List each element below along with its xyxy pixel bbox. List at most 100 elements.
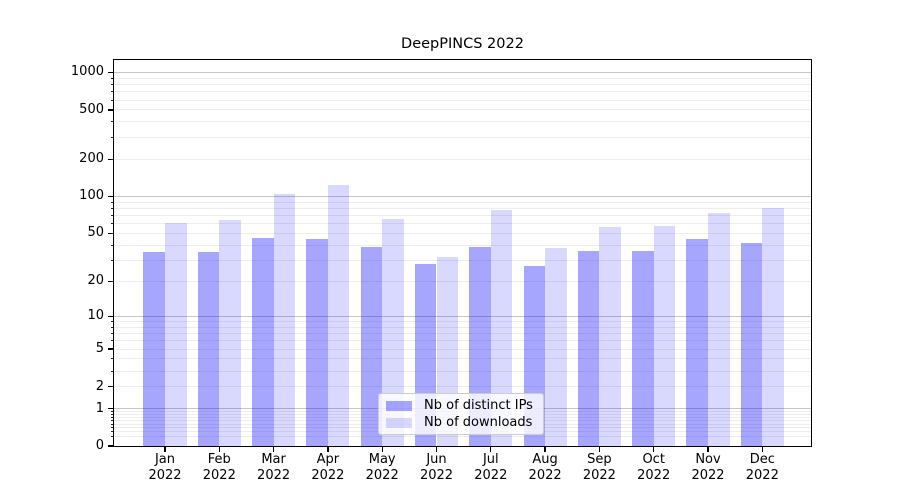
y-minor-tick-mark — [110, 77, 113, 79]
x-tick-label: Oct 2022 — [619, 452, 689, 483]
x-tick-label-year: 2022 — [202, 467, 236, 483]
x-tick-label-month: Mar — [261, 452, 286, 467]
legend-item-downloads: Nb of downloads — [386, 415, 537, 430]
legend-label-distinct-ips: Nb of distinct IPs — [424, 398, 533, 413]
y-tick-mark — [107, 158, 113, 160]
bar-downloads-may — [382, 218, 404, 446]
y-tick-mark — [107, 109, 113, 111]
bar-distinct-ips-may — [360, 246, 383, 446]
x-tick-label-month: Apr — [316, 452, 340, 467]
x-tick-label: Sep 2022 — [564, 452, 634, 483]
x-tick-label-year: 2022 — [419, 467, 454, 483]
minor-gridline — [114, 77, 811, 79]
minor-gridline — [114, 207, 811, 209]
y-minor-tick-mark — [110, 136, 113, 138]
minor-gridline — [114, 109, 811, 111]
y-minor-tick-mark — [110, 321, 113, 322]
bar-downloads-sep — [599, 227, 621, 446]
x-tick-label-month: Aug — [532, 452, 558, 467]
x-tick-label-month: Feb — [207, 452, 231, 467]
x-tick-label: Jun 2022 — [402, 452, 472, 483]
y-tick-mark — [107, 195, 113, 198]
x-tick-mark — [544, 447, 546, 452]
x-tick-mark — [218, 447, 220, 452]
y-tick-mark — [107, 385, 113, 388]
bar-distinct-ips-mar — [252, 237, 274, 446]
x-tick-label: Feb 2022 — [184, 452, 254, 483]
x-tick-label-year: 2022 — [528, 467, 562, 483]
x-tick-label-month: Sep — [587, 452, 612, 467]
minor-gridline — [114, 333, 811, 335]
x-tick-mark — [761, 447, 763, 452]
x-tick-label: Jan 2022 — [130, 452, 200, 483]
y-minor-tick-mark — [110, 358, 113, 360]
y-minor-tick-mark — [110, 420, 113, 422]
bar-distinct-ips-oct — [632, 250, 654, 446]
minor-gridline — [114, 121, 811, 123]
x-tick-mark — [381, 447, 383, 452]
minor-gridline — [114, 83, 811, 85]
x-tick-mark — [435, 447, 438, 452]
major-gridline — [114, 71, 811, 73]
bar-distinct-ips-apr — [306, 238, 328, 446]
y-tick-label: 500 — [79, 101, 104, 117]
minor-gridline — [114, 321, 811, 322]
x-tick-mark — [272, 447, 275, 452]
x-tick-label-month: Dec — [749, 452, 775, 467]
bar-distinct-ips-sep — [577, 250, 600, 446]
x-tick-label: Mar 2022 — [239, 452, 309, 483]
x-tick-mark — [164, 447, 166, 452]
minor-gridline — [114, 358, 811, 360]
bar-distinct-ips-jan — [143, 252, 165, 446]
bar-distinct-ips-feb — [197, 252, 220, 446]
x-tick-mark — [653, 447, 655, 452]
y-minor-tick-mark — [110, 223, 113, 225]
x-tick-label: Apr 2022 — [293, 452, 363, 483]
y-tick-label: 5 — [95, 341, 104, 357]
y-tick-mark — [107, 232, 113, 235]
y-minor-tick-mark — [110, 280, 113, 282]
y-tick-mark — [107, 71, 113, 74]
y-minor-tick-mark — [110, 416, 113, 418]
x-tick-label-month: Nov — [695, 452, 721, 467]
y-minor-tick-mark — [110, 109, 113, 111]
y-minor-tick-mark — [110, 423, 113, 425]
minor-gridline — [114, 280, 811, 282]
minor-gridline — [114, 370, 811, 372]
bar-downloads-jul — [490, 209, 513, 446]
y-minor-tick-mark — [110, 348, 113, 350]
y-minor-tick-mark — [110, 244, 113, 246]
legend: Nb of distinct IPs Nb of downloads — [378, 393, 544, 435]
legend-item-distinct-ips: Nb of distinct IPs — [386, 398, 537, 413]
y-tick-label: 200 — [79, 151, 104, 167]
y-tick-mark — [107, 315, 113, 318]
x-tick-mark — [490, 447, 492, 452]
minor-gridline — [114, 340, 811, 342]
x-tick-label: Dec 2022 — [727, 452, 797, 483]
y-minor-tick-mark — [110, 158, 113, 160]
y-minor-tick-mark — [110, 232, 113, 234]
legend-swatch-downloads — [386, 417, 412, 428]
x-tick-label-year: 2022 — [474, 467, 508, 483]
minor-gridline — [114, 435, 811, 437]
x-tick-label-month: Oct — [642, 452, 665, 467]
minor-gridline — [114, 223, 811, 225]
bar-downloads-jan — [165, 222, 187, 446]
chart-title: DeepPINCS 2022 — [401, 36, 524, 52]
y-minor-tick-mark — [110, 91, 113, 93]
y-tick-label: 50 — [87, 225, 104, 241]
bar-downloads-apr — [327, 184, 350, 446]
y-tick-mark — [107, 280, 113, 283]
x-tick-mark — [327, 447, 329, 452]
y-minor-tick-mark — [110, 215, 113, 217]
x-tick-label-year: 2022 — [148, 467, 182, 483]
x-tick-mark — [598, 447, 601, 452]
x-tick-label-year: 2022 — [637, 467, 671, 483]
y-minor-tick-mark — [110, 201, 113, 203]
x-tick-label-year: 2022 — [365, 467, 399, 483]
y-minor-tick-mark — [110, 413, 113, 415]
y-minor-tick-mark — [110, 99, 113, 101]
y-minor-tick-mark — [110, 435, 113, 437]
y-minor-tick-mark — [110, 121, 113, 123]
